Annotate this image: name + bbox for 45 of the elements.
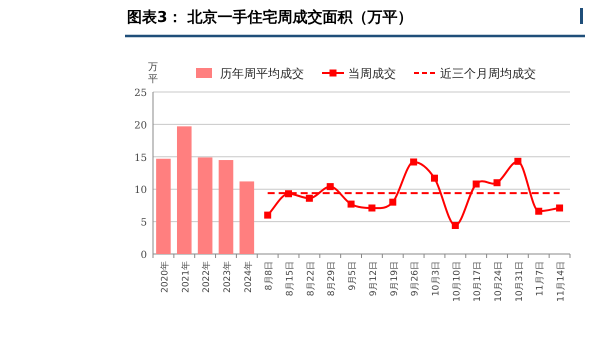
x-tick-label: 9月19日 (390, 261, 400, 296)
x-tick-label: 10月24日 (494, 261, 504, 302)
x-tick-label: 2020年 (159, 261, 170, 293)
point (472, 180, 480, 188)
x-tick-label: 10月3日 (431, 261, 442, 296)
y-tick-label: 25 (134, 88, 147, 99)
x-tick-label: 10月17日 (473, 261, 484, 302)
x-tick-label: 2024年 (242, 261, 254, 293)
y-tick-label: 5 (140, 218, 147, 229)
point (430, 174, 438, 182)
x-tick-label: 8月15日 (286, 261, 296, 296)
point (368, 204, 376, 212)
x-tick-label: 2022年 (201, 261, 212, 293)
point (514, 158, 522, 165)
x-tick-label: 10月10日 (452, 261, 462, 302)
x-tick-label: 11月7日 (536, 261, 546, 296)
point (348, 200, 355, 208)
y-tick-label: 0 (140, 250, 147, 261)
x-tick-label: 8月8日 (264, 261, 275, 290)
point (494, 179, 501, 186)
point (452, 222, 459, 229)
y-tick-label: 10 (134, 185, 147, 196)
point (389, 198, 396, 206)
x-tick-label: 8月29日 (327, 261, 338, 296)
point (306, 194, 313, 202)
point (535, 208, 542, 215)
chart-title: 图表3： 北京一手住宅周成交面积（万平） (127, 8, 413, 26)
x-tick-label: 9月5日 (348, 261, 358, 290)
legend-label: 近三个月周均成交 (440, 66, 536, 80)
x-tick-label: 8月22日 (306, 261, 316, 296)
y-axis-title: 万平 (148, 62, 158, 85)
y-tick-label: 20 (134, 120, 147, 132)
legend-label: 当周成交 (348, 66, 396, 80)
x-tick-label: 11月14日 (556, 261, 567, 302)
x-tick-label: 2021年 (180, 261, 192, 293)
point (556, 204, 564, 212)
point (410, 158, 418, 166)
point (326, 183, 334, 190)
legend-label: 历年周平均成交 (220, 66, 304, 80)
x-tick-label: 10月31日 (514, 261, 525, 302)
x-tick-label: 9月12日 (368, 261, 379, 296)
x-tick-label: 2023年 (222, 261, 233, 293)
point (264, 212, 272, 219)
y-tick-label: 15 (134, 152, 147, 164)
x-tick-label: 9月26日 (410, 261, 421, 296)
